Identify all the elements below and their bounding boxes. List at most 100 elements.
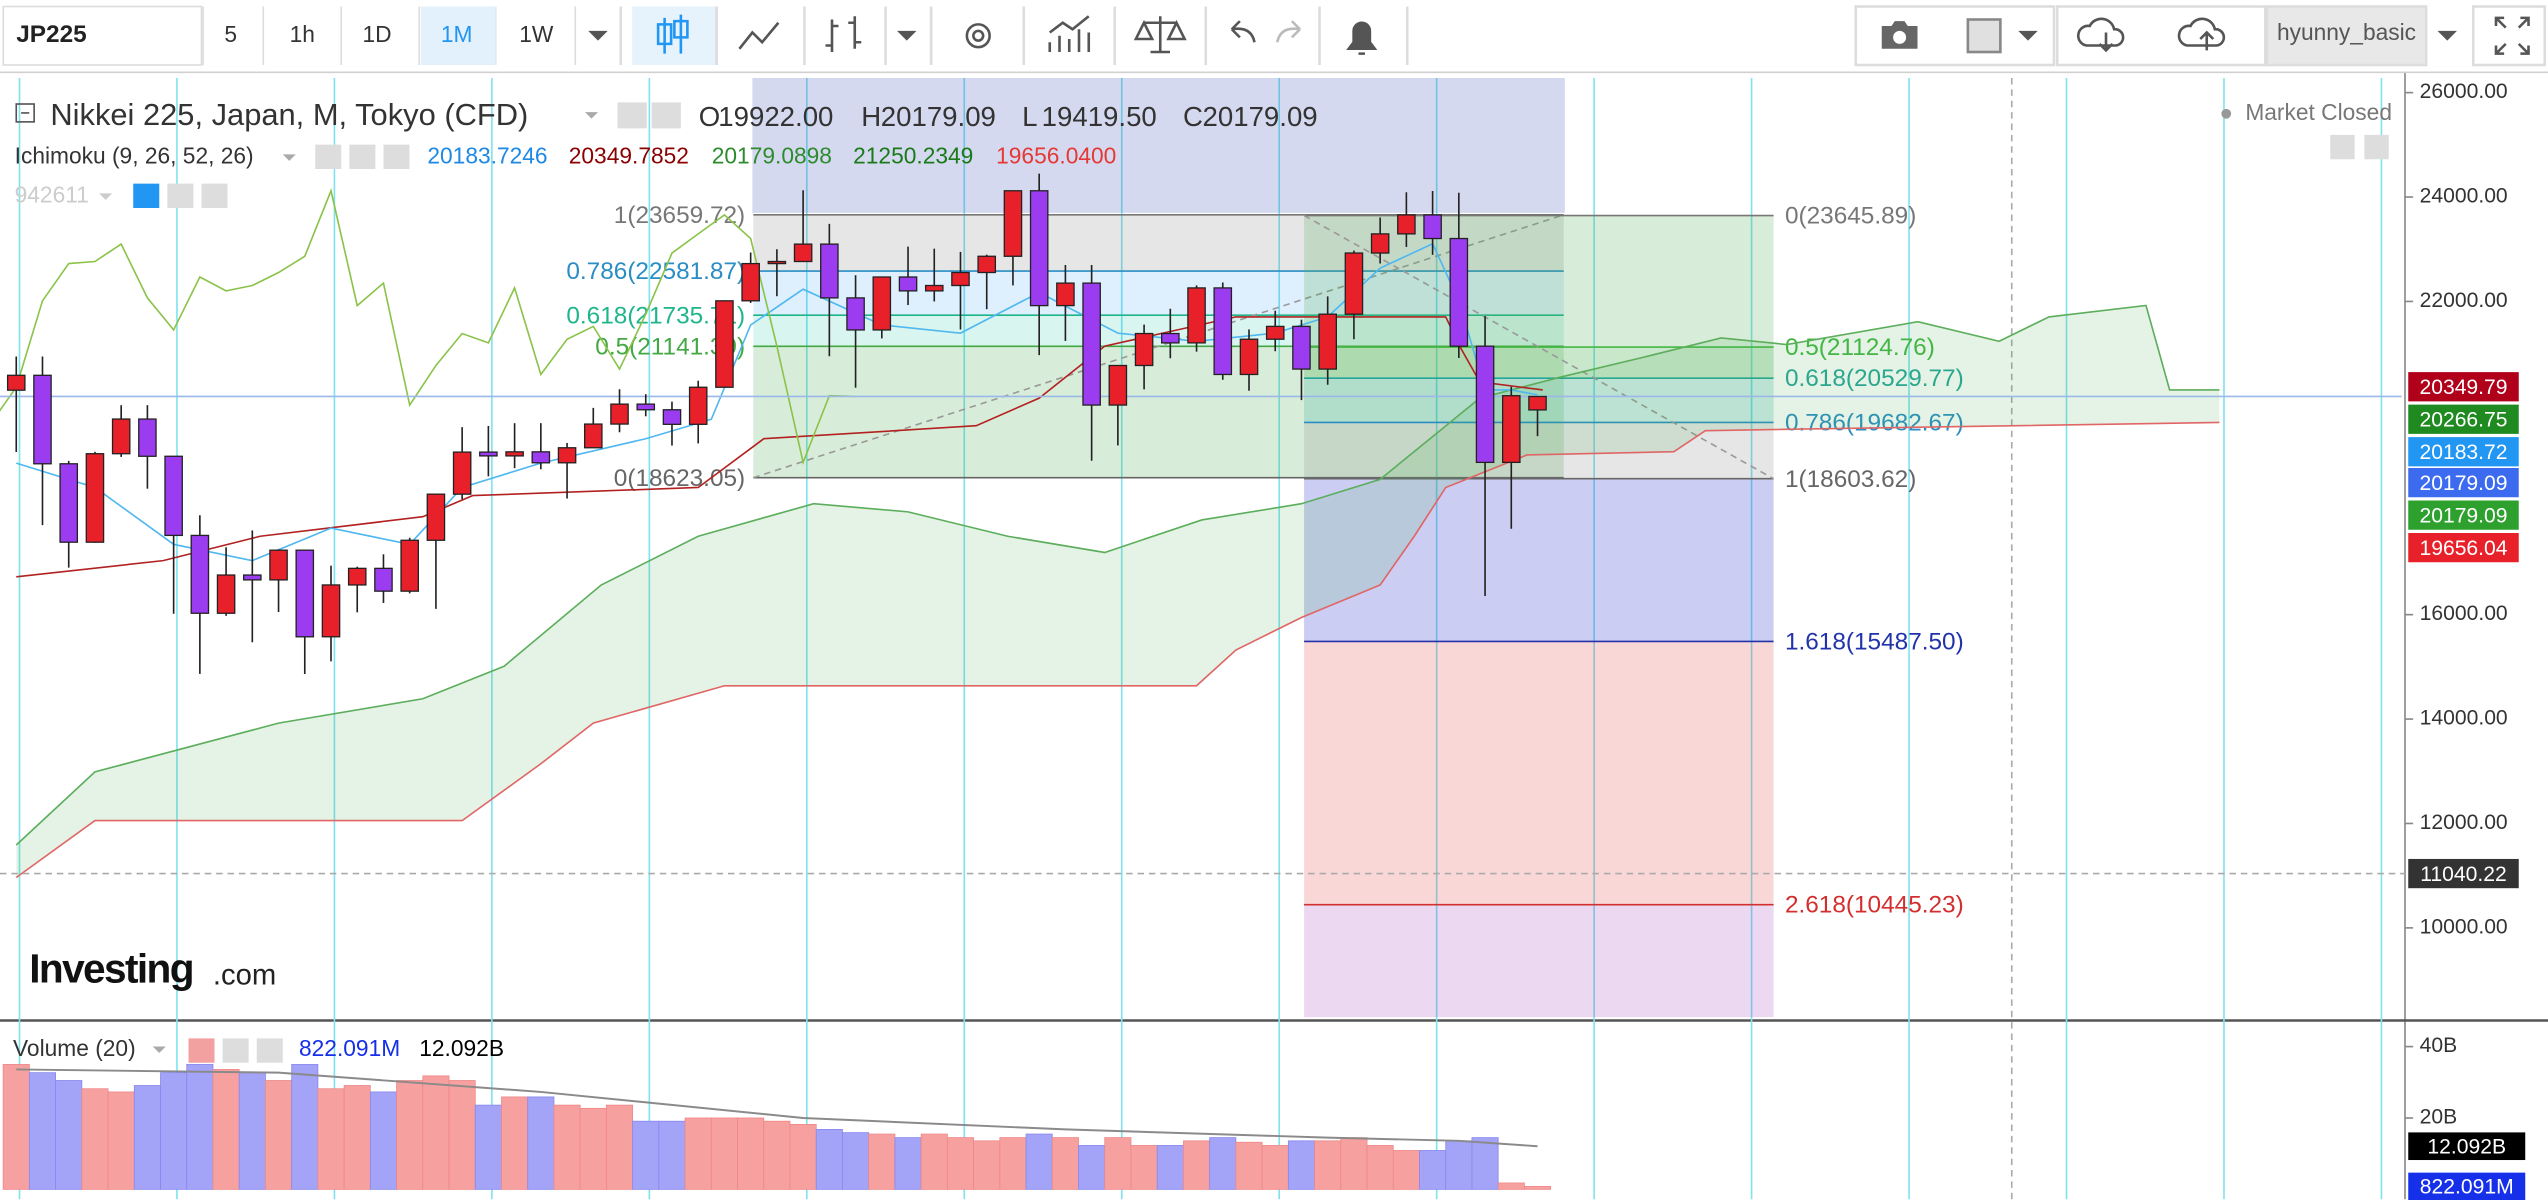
study-remove[interactable] bbox=[383, 144, 410, 170]
study-dropdown[interactable] bbox=[282, 154, 296, 161]
price-tag-label: 20266.75 bbox=[2419, 408, 2507, 431]
cloud-download[interactable] bbox=[2076, 17, 2125, 53]
study-settings[interactable] bbox=[349, 144, 376, 170]
volume-bar bbox=[737, 1117, 765, 1190]
volume-dropdown[interactable] bbox=[152, 1046, 166, 1054]
scroll-button[interactable] bbox=[2364, 134, 2389, 160]
candle-body bbox=[400, 539, 419, 592]
candle-body bbox=[138, 418, 157, 457]
volume-remove[interactable] bbox=[256, 1038, 283, 1063]
color-dropdown[interactable] bbox=[2018, 30, 2038, 41]
user-name[interactable]: hyunny_basic bbox=[2277, 19, 2416, 45]
ichimoku-cloud bbox=[16, 305, 2220, 878]
volume-tag-label: 822.091M bbox=[2420, 1176, 2514, 1199]
compare-icon[interactable] bbox=[1133, 16, 1187, 54]
main-pane: 1(23659.72)0.786(22581.87)0.618(21735.71… bbox=[0, 173, 2402, 1018]
fib-band bbox=[1304, 347, 1774, 379]
symbol-box[interactable] bbox=[2, 5, 203, 66]
user-box[interactable] bbox=[2265, 5, 2428, 67]
candle-body bbox=[426, 493, 446, 541]
interval-button[interactable]: 5 bbox=[224, 21, 237, 47]
ichimoku-values: 20183.7246 20349.7852 20179.0898 21250.2349… bbox=[427, 143, 1116, 169]
crosshair-tag bbox=[2408, 858, 2519, 889]
candle-body bbox=[951, 271, 970, 287]
volume-bar bbox=[212, 1069, 240, 1190]
color-box[interactable] bbox=[1966, 18, 2002, 54]
volume-values: 822.091M 12.092B bbox=[299, 1035, 504, 1061]
candle-body bbox=[321, 584, 341, 638]
line-icon[interactable] bbox=[738, 21, 780, 50]
candle-body bbox=[1265, 325, 1285, 340]
volume-name: Volume (20) bbox=[13, 1035, 136, 1061]
candle-body bbox=[190, 534, 210, 614]
candle-body bbox=[1449, 237, 1469, 347]
collapse-icon[interactable] bbox=[15, 103, 35, 123]
volume-bar bbox=[474, 1104, 502, 1190]
volume-bar bbox=[107, 1091, 135, 1190]
symbol[interactable]: JP225 bbox=[16, 21, 86, 48]
fib-label: 0.786(22581.87) bbox=[566, 258, 745, 285]
volume-bar bbox=[1392, 1150, 1420, 1190]
interval-dropdown[interactable] bbox=[588, 30, 608, 41]
candle-body bbox=[33, 374, 52, 465]
cloud-upload[interactable] bbox=[2177, 17, 2226, 51]
redo-icon[interactable] bbox=[1275, 20, 1301, 43]
price-tag-label: 20179.09 bbox=[2419, 504, 2507, 527]
hidden-study-dropdown[interactable] bbox=[99, 193, 113, 200]
volume-tag-label: 12.092B bbox=[2427, 1135, 2506, 1158]
volume-bar bbox=[55, 1080, 83, 1190]
volume-bar bbox=[605, 1104, 634, 1190]
title-dropdown[interactable] bbox=[585, 112, 598, 119]
volume-bar bbox=[973, 1140, 1001, 1190]
interval-button[interactable]: 1D bbox=[362, 21, 391, 47]
bar-icon[interactable] bbox=[825, 16, 862, 53]
user-dropdown[interactable] bbox=[2437, 30, 2458, 41]
interval-button[interactable]: 1M bbox=[441, 21, 473, 47]
candle-body bbox=[505, 451, 524, 457]
chart-type-dropdown[interactable] bbox=[897, 30, 917, 41]
price-tag bbox=[2408, 404, 2519, 434]
toolbar: JP225 5 1h 1D 1M 1W bbox=[0, 0, 2548, 74]
hidden-study-settings[interactable] bbox=[167, 183, 194, 209]
volume-bar bbox=[133, 1085, 161, 1190]
volume-bar bbox=[1419, 1150, 1447, 1190]
candle-body bbox=[610, 403, 629, 425]
candle-body bbox=[1161, 332, 1180, 344]
hidden-study-eye[interactable] bbox=[133, 183, 160, 209]
fullscreen-icon[interactable] bbox=[2494, 16, 2530, 55]
volume-settings[interactable] bbox=[222, 1038, 249, 1063]
study-eye[interactable] bbox=[315, 144, 342, 170]
volume-bar bbox=[2, 1064, 30, 1190]
candle-body bbox=[977, 255, 997, 274]
candle-body bbox=[1134, 332, 1154, 367]
interval-button[interactable]: 1W bbox=[519, 21, 554, 47]
eye-button[interactable] bbox=[617, 102, 647, 129]
camera-lens bbox=[1893, 30, 1907, 44]
volume-bar bbox=[1051, 1137, 1079, 1190]
volume-pane bbox=[2, 1064, 1552, 1190]
ichimoku-span-a bbox=[15, 304, 2220, 846]
candle-body bbox=[1501, 395, 1521, 464]
settings-button[interactable] bbox=[651, 102, 681, 129]
volume-bar bbox=[1366, 1145, 1394, 1190]
volume-bar bbox=[1104, 1137, 1132, 1190]
ichimoku-value: 20179.0898 bbox=[712, 143, 832, 169]
settings-icon[interactable] bbox=[965, 23, 991, 49]
y-tick-label: 10000.00 bbox=[2420, 915, 2508, 938]
volume-bar bbox=[28, 1072, 57, 1190]
undo-icon[interactable] bbox=[1230, 20, 1256, 43]
alert-icon[interactable] bbox=[1346, 21, 1378, 55]
price-tag bbox=[2408, 468, 2519, 498]
candle-icon[interactable] bbox=[656, 14, 689, 54]
interval-button[interactable]: 1h bbox=[290, 21, 315, 47]
candle-body bbox=[636, 403, 656, 411]
scroll-button[interactable] bbox=[2330, 134, 2355, 160]
fib-band bbox=[753, 346, 1564, 478]
volume-tag bbox=[2408, 1172, 2526, 1200]
candle-body bbox=[1108, 364, 1128, 406]
hidden-study-remove[interactable] bbox=[201, 183, 228, 209]
candle-body bbox=[531, 451, 551, 464]
volume-eye[interactable] bbox=[188, 1038, 215, 1063]
indicators-icon[interactable] bbox=[1048, 15, 1091, 53]
